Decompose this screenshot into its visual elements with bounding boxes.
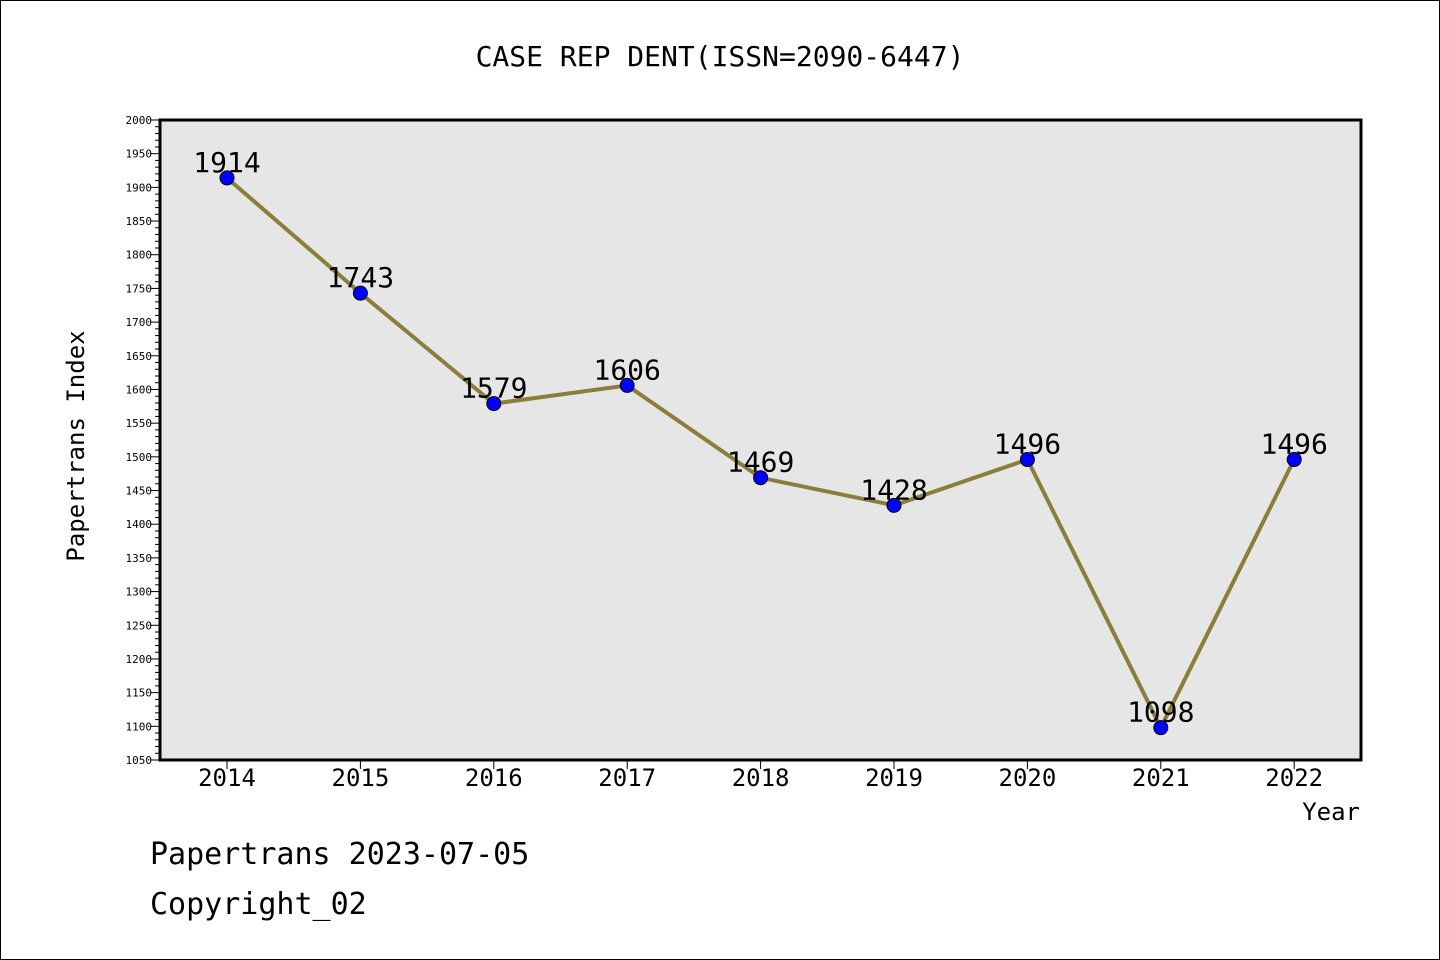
y-axis-tick-labels: 1050 1100 1150 1200 1250 1300 1350 1400 1450 1500… [126,114,153,767]
data-point-marker [219,170,235,186]
data-point-marker [886,497,902,513]
chart-title: CASE REP DENT(ISSN=2090-6447) [476,40,965,73]
y-tick-label: 1800 [126,249,153,262]
y-tick-label: 1500 [126,451,153,464]
x-axis-title: Year [1302,798,1360,826]
data-label: 1743 [327,261,394,294]
y-tick-label: 1050 [126,754,153,767]
footer-copyright-text: Copyright_02 [150,887,367,922]
plot-area [158,118,1363,762]
data-labels: 1914 1743 1579 1606 1469 1428 1496 1098 1496 [193,146,1328,729]
y-axis-ticks [151,119,160,761]
y-tick-label: 1700 [126,316,153,329]
x-tick-label: 2019 [865,764,923,792]
y-tick-label: 1200 [126,653,153,666]
y-tick-label: 1850 [126,215,153,228]
data-point-marker [753,470,769,486]
data-label: 1098 [1127,696,1194,729]
data-label: 1496 [1260,428,1327,461]
y-tick-label: 1300 [126,586,153,599]
y-tick-label: 1400 [126,518,153,531]
x-tick-label: 2018 [732,764,790,792]
data-point-marker [1286,452,1302,468]
y-tick-label: 1950 [126,148,153,161]
data-label: 1469 [727,446,794,479]
y-tick-label: 1750 [126,282,153,295]
data-point-marker [352,285,368,301]
data-label: 1579 [460,372,527,405]
y-tick-label: 1250 [126,619,153,632]
y-tick-label: 1650 [126,350,153,363]
data-point-marker [1019,452,1035,468]
x-tick-label: 2017 [598,764,656,792]
data-point-marker [1153,720,1169,736]
x-tick-label: 2016 [465,764,523,792]
series-markers [219,170,1302,736]
y-axis-title: Papertrans Index [62,330,90,561]
y-tick-label: 1100 [126,720,153,733]
y-tick-label: 1900 [126,181,153,194]
y-tick-label: 2000 [126,114,153,127]
data-label: 1428 [860,473,927,506]
x-tick-label: 2021 [1132,764,1190,792]
x-tick-label: 2022 [1265,764,1323,792]
data-point-marker [486,396,502,412]
x-tick-label: 2020 [999,764,1057,792]
y-tick-label: 1350 [126,552,153,565]
x-tick-label: 2014 [198,764,256,792]
x-axis-tick-labels: 2014 2015 2016 2017 2018 2019 2020 2021 2022 [198,764,1323,792]
y-tick-label: 1450 [126,485,153,498]
data-label: 1606 [593,353,660,386]
data-label: 1496 [994,428,1061,461]
x-axis-ticks [226,760,1295,769]
y-tick-label: 1600 [126,383,153,396]
data-label: 1914 [193,146,260,179]
y-tick-label: 1550 [126,417,153,430]
y-tick-label: 1150 [126,687,153,700]
footer-date-text: Papertrans 2023-07-05 [150,837,529,872]
x-tick-label: 2015 [332,764,390,792]
data-point-marker [619,377,635,393]
